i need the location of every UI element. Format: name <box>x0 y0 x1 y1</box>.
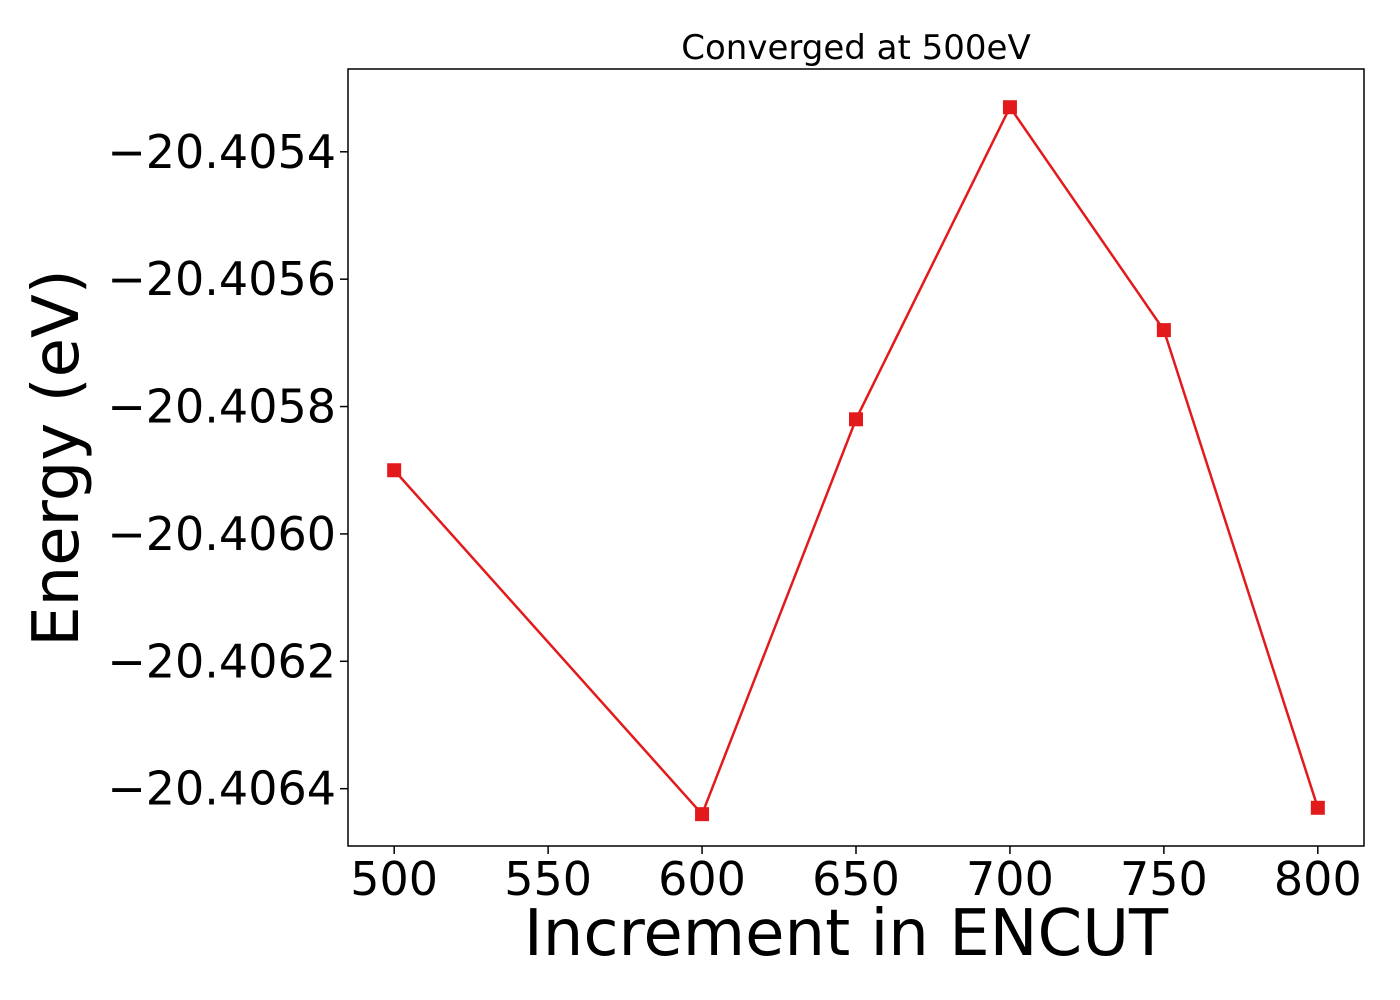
x-axis-ticks: 500 550 600 650 700 750 800 <box>350 846 1362 906</box>
x-tick-label: 600 <box>658 852 746 906</box>
y-tick-label: −20.4062 <box>107 634 336 688</box>
data-point-marker <box>1310 800 1325 815</box>
series-line <box>393 104 1320 817</box>
y-tick-label: −20.4056 <box>107 252 336 306</box>
data-point-marker <box>1156 323 1171 338</box>
data-point-marker <box>1002 100 1017 115</box>
x-tick-label: 550 <box>504 852 592 906</box>
data-point-marker <box>387 463 402 478</box>
x-tick-label: 700 <box>966 852 1054 906</box>
y-tick-label: −20.4054 <box>107 125 336 179</box>
data-point-marker <box>849 412 863 427</box>
y-tick-label: −20.4058 <box>107 380 336 434</box>
y-tick-label: −20.4060 <box>107 507 336 561</box>
chart-title: Converged at 500eV <box>681 28 1030 68</box>
x-tick-label: 800 <box>1274 852 1362 906</box>
x-tick-label: 500 <box>350 852 438 906</box>
series-layer <box>387 100 1325 822</box>
x-tick-label: 650 <box>812 852 900 906</box>
data-point-marker <box>695 807 710 822</box>
y-axis-label: Energy (eV) <box>20 269 94 647</box>
x-axis-label: Increment in ENCUT <box>524 897 1169 971</box>
y-tick-label: −20.4064 <box>107 762 336 816</box>
x-tick-label: 750 <box>1120 852 1208 906</box>
plot-area-frame <box>347 68 1365 847</box>
y-axis-ticks: −20.4054 −20.4056 −20.4058 −20.4060 −20.4062… <box>107 125 348 816</box>
